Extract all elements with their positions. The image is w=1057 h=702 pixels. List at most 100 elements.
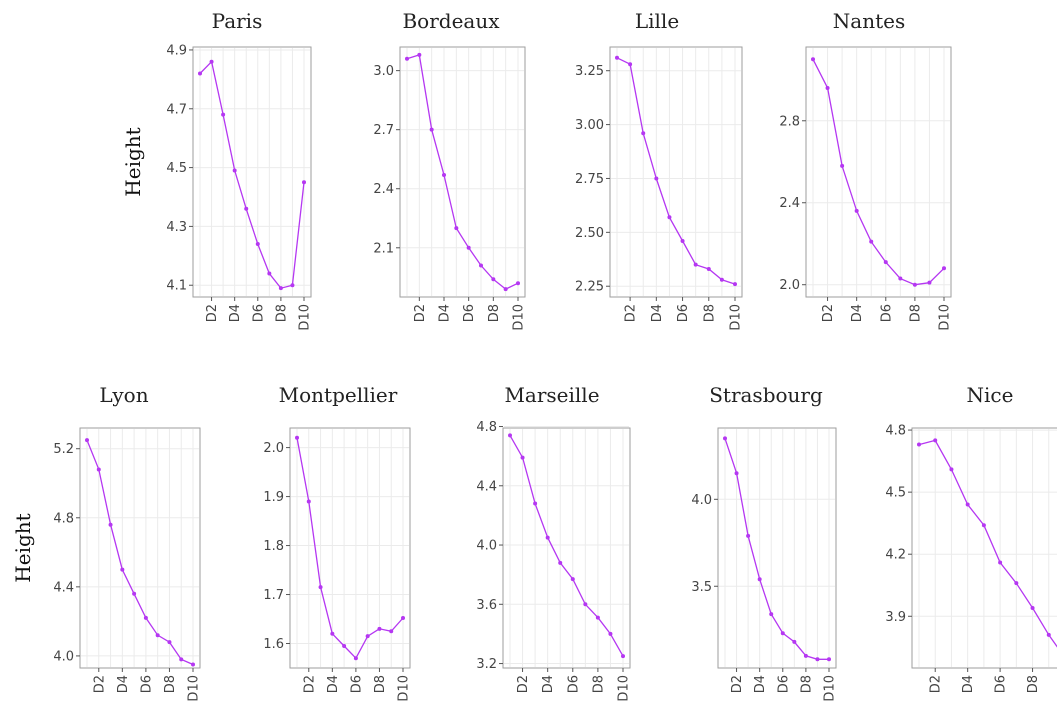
y-tick-label: 1.6 <box>263 637 284 652</box>
panel-title: Marseille <box>504 383 599 407</box>
x-tick-label: D8 <box>702 304 717 322</box>
y-tick-label: 4.4 <box>53 580 74 595</box>
x-tick-label: D6 <box>994 675 1009 693</box>
data-point <box>927 280 932 285</box>
data-point <box>454 226 459 231</box>
y-tick-label: 2.4 <box>779 196 800 211</box>
x-tick-label: D2 <box>92 675 107 693</box>
y-tick-label: 2.4 <box>373 182 394 197</box>
data-point <box>615 55 619 60</box>
series-line <box>616 57 736 285</box>
data-point <box>998 560 1003 565</box>
data-point <box>719 277 724 282</box>
data-point <box>608 631 613 636</box>
panel-title: Strasbourg <box>709 383 823 407</box>
data-point <box>757 577 762 582</box>
x-tick-label: D10 <box>729 304 744 331</box>
x-tick-label: D4 <box>116 675 131 693</box>
x-tick-label: D6 <box>462 304 477 322</box>
panel-frame <box>289 427 411 669</box>
data-point <box>244 206 249 211</box>
data-point <box>628 62 633 67</box>
panel-frame <box>502 427 631 669</box>
panel-title: Bordeaux <box>402 9 500 33</box>
y-tick-label: 4.7 <box>166 102 187 117</box>
x-tick-label: D2 <box>302 675 317 693</box>
data-point <box>733 282 737 287</box>
data-point <box>933 438 938 443</box>
x-tick-label: D6 <box>776 675 791 693</box>
data-point <box>191 662 195 667</box>
x-tick-label: D6 <box>879 304 894 322</box>
data-point <box>209 59 214 64</box>
y-tick-label: 4.5 <box>885 486 906 501</box>
data-point <box>508 433 512 438</box>
series-line <box>199 60 305 289</box>
panel-strasbourg: Strasbourg 3.5 4.0 D2 D4 D6 D8 D10 <box>691 383 837 702</box>
data-point <box>1014 581 1019 586</box>
data-point <box>912 282 917 287</box>
data-point <box>503 287 508 292</box>
x-tick-label: D8 <box>1026 675 1041 693</box>
x-tick-label: D10 <box>298 304 313 331</box>
y-tick-label: 4.8 <box>885 424 906 439</box>
data-point <box>290 283 295 288</box>
data-point <box>825 85 830 90</box>
data-point <box>491 277 496 282</box>
data-point <box>693 262 698 267</box>
y-tick-label: 4.0 <box>691 493 712 508</box>
panel-frame <box>911 427 1057 669</box>
data-point <box>278 286 283 291</box>
y-tick-label: 4.8 <box>476 420 497 435</box>
y-tick-label: 3.9 <box>885 610 906 625</box>
y-tick-label: 4.5 <box>166 161 187 176</box>
series-line <box>296 437 404 660</box>
panel-bordeaux: Bordeaux 2.1 2.4 2.7 3.0 D2 D4 D6 D8 D10 <box>373 9 526 331</box>
x-tick-label: D2 <box>730 675 745 693</box>
x-tick-label: D10 <box>187 675 202 702</box>
data-point <box>306 499 311 504</box>
x-tick-label: D8 <box>163 675 178 693</box>
data-point <box>120 567 125 572</box>
panel-frame <box>79 427 201 669</box>
x-tick-label: D8 <box>487 304 502 322</box>
data-point <box>854 208 859 213</box>
data-point <box>811 57 815 62</box>
data-point <box>155 633 160 638</box>
data-point <box>827 657 831 662</box>
data-point <box>520 455 525 460</box>
data-point <box>654 176 659 181</box>
x-tick-label: D10 <box>397 675 412 702</box>
y-tick-label: 3.2 <box>476 657 497 672</box>
y-tick-label: 4.9 <box>166 43 187 58</box>
y-tick-label: 3.0 <box>373 64 394 79</box>
data-point <box>570 577 575 582</box>
x-tick-label: D10 <box>938 304 953 331</box>
x-tick-label: D8 <box>908 304 923 322</box>
series-line <box>812 59 945 286</box>
data-point <box>583 602 588 607</box>
data-point <box>558 560 563 565</box>
y-tick-label: 5.2 <box>53 442 74 457</box>
y-tick-label: 3.6 <box>476 598 497 613</box>
panel-title: Nantes <box>833 9 905 33</box>
x-tick-label: D8 <box>591 675 606 693</box>
panel-frame <box>192 46 312 298</box>
y-axis-label: Height <box>11 513 35 582</box>
data-point <box>780 631 785 636</box>
y-axis-label: Height <box>121 127 145 196</box>
data-point <box>621 654 625 659</box>
panel-montpellier: Montpellier 1.6 1.7 1.8 1.9 2.0 D2 D4 D6 D8 D10 <box>263 383 411 702</box>
data-point <box>641 131 646 136</box>
x-tick-label: D2 <box>624 304 639 322</box>
data-point <box>405 56 409 61</box>
data-point <box>545 535 550 540</box>
x-tick-label: D4 <box>541 675 556 693</box>
data-point <box>840 163 845 168</box>
x-tick-label: D4 <box>961 675 976 693</box>
x-tick-label: D8 <box>373 675 388 693</box>
x-tick-label: D6 <box>676 304 691 322</box>
y-tick-label: 2.0 <box>263 441 284 456</box>
data-point <box>429 127 434 132</box>
